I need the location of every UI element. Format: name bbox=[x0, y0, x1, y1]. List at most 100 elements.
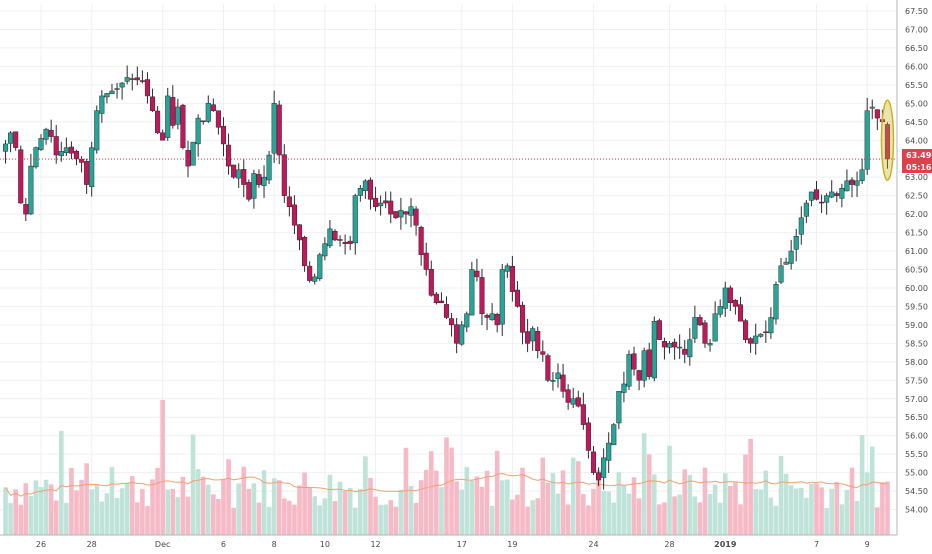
candle bbox=[251, 169, 257, 209]
volume-bar bbox=[799, 487, 804, 535]
volume-bar bbox=[58, 431, 64, 535]
y-tick-label: 57.00 bbox=[905, 395, 928, 404]
candle-body bbox=[165, 95, 171, 138]
volume-bar bbox=[3, 487, 8, 535]
candle bbox=[869, 99, 875, 120]
volume-bar bbox=[581, 494, 586, 535]
candle-body bbox=[560, 374, 566, 392]
candle-body bbox=[367, 179, 374, 200]
volume-bar bbox=[819, 487, 824, 535]
volume-bar bbox=[155, 467, 160, 535]
volume-bar bbox=[778, 455, 784, 535]
volume-bar bbox=[809, 484, 814, 535]
candle-body bbox=[702, 322, 708, 344]
volume-bar bbox=[682, 469, 688, 535]
candle bbox=[302, 235, 308, 272]
candle-body bbox=[317, 254, 323, 279]
candle bbox=[459, 321, 465, 346]
candle bbox=[839, 183, 845, 208]
x-tick-label: 19 bbox=[507, 540, 517, 549]
volume-bar bbox=[104, 493, 110, 535]
volume-bar bbox=[221, 479, 226, 535]
candle-body bbox=[220, 125, 227, 145]
volume-bar bbox=[439, 487, 444, 535]
volume-bar bbox=[758, 489, 764, 535]
candle-body bbox=[555, 372, 561, 380]
candle bbox=[884, 122, 891, 169]
volume-bar bbox=[641, 433, 647, 535]
candle bbox=[742, 318, 749, 344]
candle-body bbox=[357, 188, 363, 196]
volume-bar bbox=[875, 507, 880, 535]
volume-bar bbox=[677, 494, 682, 535]
candle-body bbox=[580, 404, 586, 425]
volume-bar bbox=[515, 494, 520, 535]
candle bbox=[2, 140, 9, 164]
candle bbox=[220, 117, 227, 157]
y-tick-label: 59.50 bbox=[905, 302, 928, 311]
candle-body bbox=[33, 147, 39, 168]
volume-bar bbox=[38, 487, 44, 535]
candle bbox=[677, 334, 683, 360]
volume-bar bbox=[560, 470, 566, 535]
volume-bar bbox=[636, 498, 642, 535]
candle bbox=[291, 195, 297, 235]
candle-body bbox=[596, 472, 602, 481]
candle bbox=[180, 103, 186, 150]
candle bbox=[535, 326, 541, 359]
volume-bar bbox=[129, 476, 135, 535]
candle-body bbox=[601, 457, 607, 478]
candle-body bbox=[413, 208, 419, 226]
candle bbox=[418, 225, 424, 266]
volume-bar bbox=[307, 487, 312, 535]
candle bbox=[580, 392, 586, 430]
volume-bar bbox=[302, 472, 307, 535]
candle bbox=[165, 87, 171, 141]
candle bbox=[499, 263, 505, 337]
candle-body bbox=[824, 195, 830, 203]
candle bbox=[256, 169, 262, 188]
candle-body bbox=[195, 117, 201, 145]
candle bbox=[119, 81, 125, 100]
candle-body bbox=[246, 182, 252, 200]
candle bbox=[236, 163, 242, 188]
volume-bar bbox=[413, 502, 419, 535]
volume-bar bbox=[276, 480, 282, 535]
candle-body bbox=[768, 317, 774, 334]
candle-body bbox=[808, 191, 814, 201]
volume-bar bbox=[226, 459, 231, 535]
volume-bar bbox=[312, 496, 318, 535]
volume-bar bbox=[702, 467, 708, 535]
volume-bar bbox=[297, 485, 302, 535]
candle bbox=[271, 90, 277, 164]
volume-bar bbox=[261, 470, 267, 535]
candle-body bbox=[129, 78, 135, 80]
volume-bar bbox=[94, 485, 100, 535]
volume-bar bbox=[510, 499, 515, 535]
candle bbox=[666, 341, 673, 354]
candle bbox=[149, 88, 156, 112]
candle-body bbox=[565, 389, 571, 403]
candle bbox=[352, 193, 358, 255]
candle-body bbox=[763, 331, 769, 334]
candle-body bbox=[185, 150, 191, 167]
y-tick-label: 61.50 bbox=[905, 229, 928, 238]
candle bbox=[139, 70, 145, 84]
candle-body bbox=[646, 349, 652, 377]
candle bbox=[210, 98, 216, 112]
volume-bar bbox=[540, 457, 546, 535]
candle bbox=[717, 299, 723, 318]
candle-body bbox=[484, 315, 490, 318]
volume-ma-line bbox=[5, 472, 888, 497]
volume-bar bbox=[109, 467, 115, 535]
candle bbox=[84, 158, 90, 194]
candle bbox=[170, 85, 176, 129]
volume-bar bbox=[363, 456, 368, 535]
candle-body bbox=[727, 287, 733, 303]
volume-bar bbox=[84, 463, 89, 535]
candle bbox=[732, 299, 738, 315]
volume-bar bbox=[150, 479, 155, 535]
candle bbox=[327, 219, 333, 249]
volume-bar bbox=[89, 489, 94, 535]
